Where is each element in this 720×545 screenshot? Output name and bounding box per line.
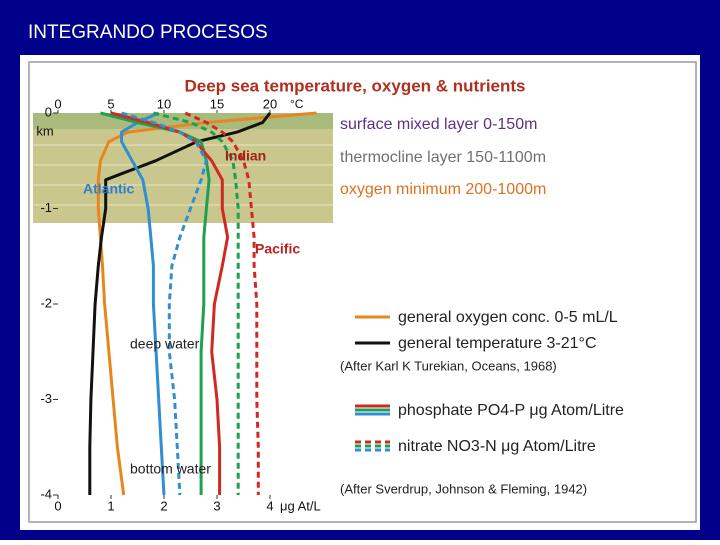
legend-label: phosphate PO4-P μg Atom/Litre bbox=[398, 402, 624, 419]
nitrate-profile bbox=[184, 111, 260, 495]
bottom-unit: μg At/L bbox=[280, 498, 321, 513]
annotation: deep water bbox=[130, 336, 200, 352]
figure-frame bbox=[28, 61, 697, 523]
annotation: oxygen minimum 200-1000m bbox=[340, 181, 546, 198]
y-tick-label: -4 bbox=[40, 486, 52, 501]
nitrate-profile bbox=[121, 111, 208, 496]
y-tick-label: -1 bbox=[40, 200, 52, 215]
annotation: Indian bbox=[225, 148, 266, 164]
annotation: bottom water bbox=[130, 461, 211, 477]
annotation: thermocline layer 150-1100m bbox=[340, 149, 546, 166]
citation: (After Sverdrup, Johnson & Fleming, 1942… bbox=[340, 481, 587, 496]
profile-line bbox=[88, 112, 272, 495]
top-tick-label: 20 bbox=[263, 96, 277, 111]
profile-line bbox=[120, 111, 166, 496]
top-tick-label: 10 bbox=[157, 96, 171, 111]
slide-title: INTEGRANDO PROCESOS bbox=[28, 22, 268, 43]
top-unit: °C bbox=[290, 97, 304, 111]
top-tick-label: 0 bbox=[54, 96, 61, 111]
annotation: Atlantic bbox=[83, 181, 135, 197]
legend-label: general temperature 3-21°C bbox=[398, 335, 597, 352]
legend-label: general oxygen conc. 0-5 mL/L bbox=[398, 309, 618, 326]
annotation: surface mixed layer 0-150m bbox=[340, 116, 537, 133]
citation: (After Karl K Turekian, Oceans, 1968) bbox=[340, 358, 557, 373]
top-tick-label: 5 bbox=[107, 96, 114, 111]
profile-line bbox=[96, 111, 317, 496]
bottom-tick-label: 0 bbox=[54, 498, 61, 513]
nitrate-profile bbox=[153, 111, 240, 495]
y-tick-label: -3 bbox=[40, 391, 52, 406]
top-tick-label: 15 bbox=[210, 96, 224, 111]
annotation: Pacific bbox=[255, 241, 300, 257]
y-unit: km bbox=[36, 123, 53, 138]
bottom-tick-label: 3 bbox=[213, 498, 220, 513]
band-grid bbox=[33, 144, 333, 206]
bottom-tick-label: 4 bbox=[266, 498, 273, 513]
bottom-tick-label: 2 bbox=[160, 498, 167, 513]
chart-title: Deep sea temperature, oxygen & nutrients bbox=[184, 76, 525, 95]
y-tick-label: 0 bbox=[45, 104, 52, 119]
y-tick-label: -2 bbox=[40, 295, 52, 310]
legend-label: nitrate NO3-N μg Atom/Litre bbox=[398, 438, 596, 455]
thermocline-band bbox=[33, 113, 333, 223]
bottom-tick-label: 1 bbox=[107, 498, 114, 513]
